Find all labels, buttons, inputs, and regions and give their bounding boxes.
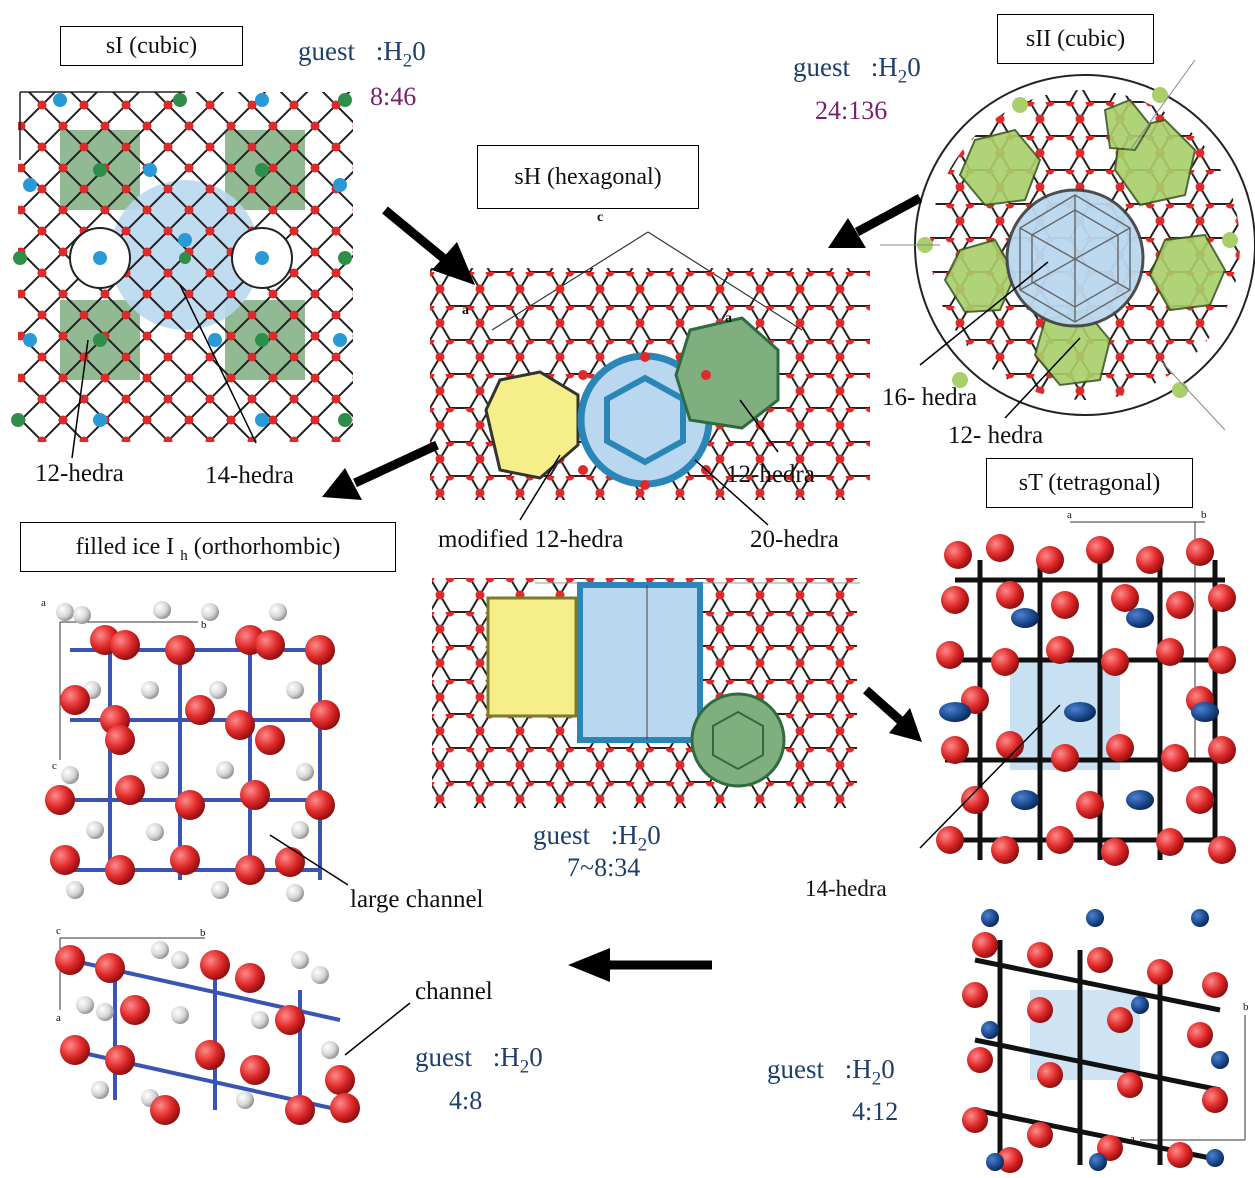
filled-ice-label-channel: channel xyxy=(415,978,493,1005)
sh-ratio: 7~8:34 xyxy=(567,853,641,882)
sii-ratio: 24:136 xyxy=(815,96,888,125)
filled-ice-o-char: 0 xyxy=(529,1042,543,1072)
sh-title: sH (hexagonal) xyxy=(514,164,662,190)
si-label-14-hedra: 14-hedra xyxy=(205,462,294,489)
sii-title-box: sII (cubic) xyxy=(997,14,1154,64)
sii-o-char: 0 xyxy=(907,52,921,82)
sh-o-char: 0 xyxy=(647,820,661,850)
arrow-sh-to-filled-ice xyxy=(322,440,439,500)
filled-ice-axis-b: b xyxy=(201,619,207,631)
filled-ice-sub-2: 2 xyxy=(519,1056,530,1078)
st-title-box: sT (tetragonal) xyxy=(986,458,1193,508)
sh-guest-ratio-label: guest :H20 xyxy=(533,820,661,856)
st-guest-ratio-label: guest :H20 xyxy=(767,1054,895,1090)
filled-ice-label-large-channel: large channel xyxy=(350,886,484,913)
sii-guest-word: guest xyxy=(793,52,850,82)
st-title: sT (tetragonal) xyxy=(1018,470,1161,496)
st-sub-2: 2 xyxy=(871,1068,882,1090)
si-o-char: 0 xyxy=(412,36,426,66)
st-colon-h: :H xyxy=(844,1054,872,1084)
arrow-si-to-sh xyxy=(382,206,475,285)
arrow-sh-to-st xyxy=(863,686,922,742)
arrow-st-to-filled-ice xyxy=(568,948,712,982)
filled-ice-guest-word: guest xyxy=(415,1042,472,1072)
leader-lines xyxy=(71,261,1081,1056)
sh-axis-a-left: a xyxy=(462,303,469,318)
si-colon-h: :H xyxy=(375,36,403,66)
sh-structure-top xyxy=(430,231,870,500)
si-guest-word: guest xyxy=(298,36,355,66)
sh-sub-2: 2 xyxy=(637,834,648,856)
sii-label-12-hedra: 12- hedra xyxy=(948,422,1044,449)
filled-ice-axis-a: a xyxy=(41,597,46,609)
filled-ice-axis-b-lower: b xyxy=(200,927,206,939)
si-title-box: sI (cubic) xyxy=(60,26,243,66)
st-guest-word: guest xyxy=(767,1054,824,1084)
si-ratio: 8:46 xyxy=(370,82,417,111)
filled-ice-ratio: 4:8 xyxy=(449,1086,483,1115)
sh-axis-c: c xyxy=(597,210,604,225)
sh-label-12-hedra: 12-hedra xyxy=(726,461,815,488)
sh-structure-bottom xyxy=(432,578,860,808)
arrow-sii-to-sh xyxy=(828,194,923,248)
si-structure xyxy=(11,91,353,442)
st-label-14-hedra: 14-hedra xyxy=(805,876,887,901)
filled-ice-axis-a-lower: a xyxy=(56,1012,61,1024)
si-sub-2: 2 xyxy=(402,50,413,72)
filled-ice-guest-ratio-label: guest :H20 xyxy=(415,1042,543,1078)
sh-colon-h: :H xyxy=(610,820,638,850)
sii-label-16-hedra: 16- hedra xyxy=(882,384,978,411)
filled-ice-title-main: filled ice I xyxy=(75,534,175,560)
filled-ice-title-box: filled ice I h (orthorhombic) xyxy=(20,522,396,572)
sh-guest-word: guest xyxy=(533,820,590,850)
filled-ice-axis-c-lower: c xyxy=(56,925,61,937)
filled-ice-title-rest: (orthorhombic) xyxy=(193,534,341,560)
filled-ice-structure-top xyxy=(45,601,340,902)
filled-ice-structure-bottom xyxy=(55,937,360,1125)
st-axis-a: a xyxy=(1067,509,1072,521)
sii-structure xyxy=(880,59,1255,431)
sh-label-20-hedra: 20-hedra xyxy=(750,526,839,553)
st-axis-b-lower: b xyxy=(1243,1001,1249,1013)
filled-ice-axis-c: c xyxy=(52,760,57,772)
sh-axis-a-right: a xyxy=(725,311,732,326)
sii-sub-2: 2 xyxy=(897,66,908,88)
sii-guest-ratio-label: guest :H20 xyxy=(793,52,921,88)
st-axis-b: b xyxy=(1201,509,1207,521)
st-axis-a-lower: a xyxy=(1130,1133,1135,1145)
si-guest-ratio-label: guest :H20 xyxy=(298,36,426,72)
filled-ice-colon-h: :H xyxy=(492,1042,520,1072)
filled-ice-title: filled ice I h (orthorhombic) xyxy=(75,534,341,564)
sii-title: sII (cubic) xyxy=(1025,26,1126,52)
st-structure-top xyxy=(936,521,1236,866)
sii-colon-h: :H xyxy=(870,52,898,82)
sh-label-modified-12-hedra: modified 12-hedra xyxy=(438,526,624,553)
st-ratio: 4:12 xyxy=(852,1097,899,1126)
arrows xyxy=(322,194,923,982)
st-o-char: 0 xyxy=(881,1054,895,1084)
si-title: sI (cubic) xyxy=(105,33,198,59)
si-label-12-hedra: 12-hedra xyxy=(35,460,124,487)
sh-title-box: sH (hexagonal) xyxy=(477,145,699,209)
filled-ice-title-sub: h xyxy=(180,547,188,564)
st-structure-bottom xyxy=(962,909,1246,1173)
